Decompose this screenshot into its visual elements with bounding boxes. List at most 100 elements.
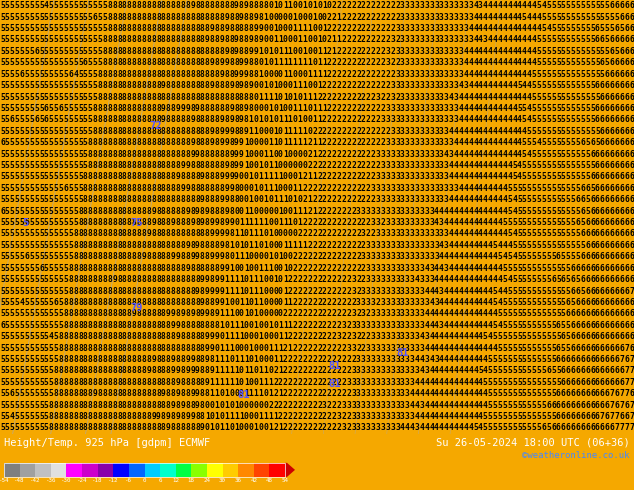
Text: 5: 5	[0, 172, 5, 181]
Text: 4: 4	[498, 24, 502, 33]
Text: 1: 1	[224, 401, 230, 410]
Text: 6: 6	[624, 298, 629, 307]
Text: 8: 8	[146, 138, 151, 147]
Text: 4: 4	[488, 172, 493, 181]
Text: 5: 5	[541, 367, 547, 375]
Text: 6: 6	[619, 161, 624, 170]
Text: 9: 9	[151, 412, 156, 421]
Text: 2: 2	[356, 115, 361, 124]
Text: 2: 2	[322, 195, 327, 204]
Text: 5: 5	[78, 1, 83, 10]
Text: 1: 1	[283, 93, 288, 101]
Text: 5: 5	[10, 70, 15, 79]
Text: 0: 0	[317, 24, 322, 33]
Text: 5: 5	[29, 161, 34, 170]
Text: 4: 4	[463, 241, 468, 250]
Text: 8: 8	[93, 138, 98, 147]
Text: 6: 6	[629, 47, 634, 56]
Text: 2: 2	[327, 412, 332, 421]
Text: 4: 4	[502, 13, 507, 22]
Text: 5: 5	[571, 24, 576, 33]
Text: 3: 3	[439, 93, 444, 101]
Text: 4: 4	[473, 172, 478, 181]
Text: 1: 1	[244, 355, 249, 364]
Text: 5: 5	[24, 298, 29, 307]
Text: 8: 8	[190, 58, 195, 67]
Text: 3: 3	[483, 35, 488, 45]
Text: 5: 5	[551, 161, 556, 170]
Text: 5: 5	[49, 241, 54, 250]
Text: 5: 5	[63, 58, 68, 67]
Text: 8: 8	[107, 93, 112, 101]
Text: 3: 3	[390, 161, 395, 170]
Text: 5: 5	[34, 298, 39, 307]
Text: 2: 2	[346, 24, 351, 33]
Text: 8: 8	[132, 229, 136, 239]
Text: 3: 3	[385, 161, 390, 170]
Text: 4: 4	[493, 229, 498, 239]
Text: 4: 4	[473, 264, 478, 272]
Text: 0: 0	[307, 104, 312, 113]
Text: 5: 5	[541, 355, 547, 364]
Text: 4: 4	[483, 401, 488, 410]
Text: 4: 4	[468, 229, 473, 239]
Text: 8: 8	[161, 70, 166, 79]
Text: 0: 0	[254, 252, 259, 261]
Text: 5: 5	[522, 264, 527, 272]
Text: 8: 8	[205, 172, 210, 181]
Text: 2: 2	[351, 207, 356, 216]
Text: 5: 5	[34, 161, 39, 170]
Text: 9: 9	[219, 252, 224, 261]
Text: 5: 5	[531, 149, 536, 159]
Text: 5: 5	[39, 218, 44, 227]
Text: 8: 8	[107, 127, 112, 136]
Text: 1: 1	[239, 332, 244, 341]
Text: 5: 5	[585, 138, 590, 147]
Text: 8: 8	[176, 241, 181, 250]
Text: 4: 4	[531, 1, 536, 10]
Text: 8: 8	[171, 343, 176, 353]
Text: 5: 5	[10, 264, 15, 272]
Text: 2: 2	[322, 264, 327, 272]
Text: 6: 6	[600, 104, 605, 113]
Text: 4: 4	[473, 229, 478, 239]
Text: 5: 5	[531, 298, 536, 307]
Text: 8: 8	[98, 309, 103, 318]
Text: 5: 5	[541, 35, 547, 45]
Text: 5: 5	[483, 378, 488, 387]
Text: 6: 6	[585, 401, 590, 410]
Text: 2: 2	[371, 24, 375, 33]
Text: 6: 6	[619, 58, 624, 67]
Text: 8: 8	[93, 367, 98, 375]
Text: 5: 5	[547, 275, 551, 284]
Text: 2: 2	[375, 70, 380, 79]
Text: 5: 5	[68, 13, 73, 22]
Text: 8: 8	[195, 229, 200, 239]
Text: 4: 4	[507, 70, 512, 79]
Text: 8: 8	[190, 207, 195, 216]
Text: 9: 9	[190, 309, 195, 318]
Text: 2: 2	[307, 264, 312, 272]
Text: 4: 4	[512, 252, 517, 261]
Text: 5: 5	[531, 389, 536, 398]
Text: 3: 3	[434, 149, 439, 159]
Text: 1: 1	[244, 389, 249, 398]
Text: 4: 4	[453, 161, 458, 170]
Text: 8: 8	[136, 93, 141, 101]
Text: 5: 5	[39, 81, 44, 90]
Text: 1: 1	[297, 104, 302, 113]
Text: 4: 4	[547, 24, 551, 33]
Text: 3: 3	[371, 207, 375, 216]
Text: 4: 4	[498, 58, 502, 67]
Text: 9: 9	[195, 287, 200, 295]
Text: 5: 5	[83, 1, 87, 10]
Text: 3: 3	[420, 93, 424, 101]
Text: 8: 8	[136, 218, 141, 227]
Text: 0: 0	[244, 172, 249, 181]
Text: 0: 0	[327, 1, 332, 10]
Text: 5: 5	[585, 47, 590, 56]
Text: 5: 5	[571, 1, 576, 10]
Text: 1: 1	[297, 138, 302, 147]
Text: 8: 8	[166, 195, 171, 204]
Text: 3: 3	[410, 104, 415, 113]
